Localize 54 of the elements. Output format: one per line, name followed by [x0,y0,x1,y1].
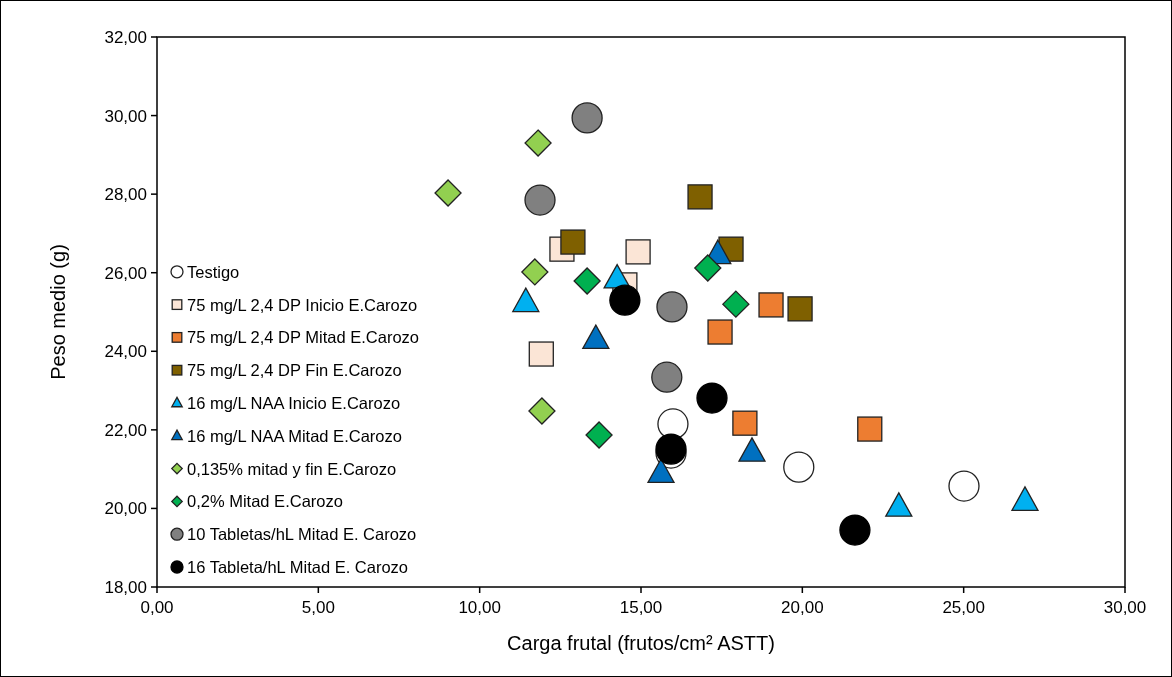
point [732,410,758,436]
x-tick-label: 0,00 [140,598,174,617]
point [696,382,728,414]
point [857,416,883,442]
x-tick-label: 5,00 [301,598,335,617]
x-tick-label: 25,00 [942,598,985,617]
y-tick-label: 24,00 [104,342,147,362]
y-tick-label: 32,00 [104,28,147,47]
legend-label: 75 mg/L 2,4 DP Mitad E.Carozo [187,328,420,347]
x-axis-title: Carga frutal (frutos/cm² ASTT) [507,632,775,654]
legend-label: 16 Tableta/hL Mitad E. Carozo [187,558,409,576]
point [783,451,815,483]
point [524,129,552,157]
legend-label: 75 mg/L 2,4 DP Inicio E.Carozo [187,295,418,314]
y-tick-label: 28,00 [104,185,147,205]
legend-label: 16 mg/L NAA Inicio E.Carozo [187,394,401,412]
point [722,290,750,318]
x-tick-label: 15,00 [619,598,663,617]
legend-label: 0,2% Mitad E.Carozo [187,492,343,511]
x-tick-label: 30,00 [1103,598,1147,617]
point [839,514,871,546]
point [528,341,554,367]
point [560,229,586,255]
y-tick-label: 20,00 [104,499,147,519]
y-tick-label: 18,00 [104,578,147,597]
point [707,319,733,345]
point [434,179,462,207]
legend-label: 75 mg/L 2,4 DP Fin E.Carozo [187,361,402,380]
y-tick-label: 30,00 [104,106,147,126]
point [609,284,641,316]
point [651,361,683,393]
x-tick-label: 10,00 [458,598,501,617]
point [657,408,689,440]
y-tick-label: 22,00 [104,420,147,440]
point [573,267,601,295]
legend-label: 10 Tabletas/hL Mitad E. Carozo [187,525,417,544]
y-tick-label: 26,00 [104,263,147,283]
legend-label: 0,135% mitad y fin E.Carozo [187,459,397,478]
point [524,184,556,216]
point [656,291,688,323]
point [694,254,722,282]
point [787,296,813,322]
point [521,258,549,286]
point [948,470,980,502]
point [625,239,651,265]
point [571,102,603,134]
point [585,421,613,449]
point [758,292,784,318]
x-tick-label: 20,00 [781,598,824,617]
point [528,397,556,425]
y-axis-title: Peso medio (g) [47,244,69,380]
legend-label: Testigo [187,262,240,281]
point [687,184,713,210]
legend-label: 16 mg/L NAA Mitad E.Carozo [187,426,402,445]
